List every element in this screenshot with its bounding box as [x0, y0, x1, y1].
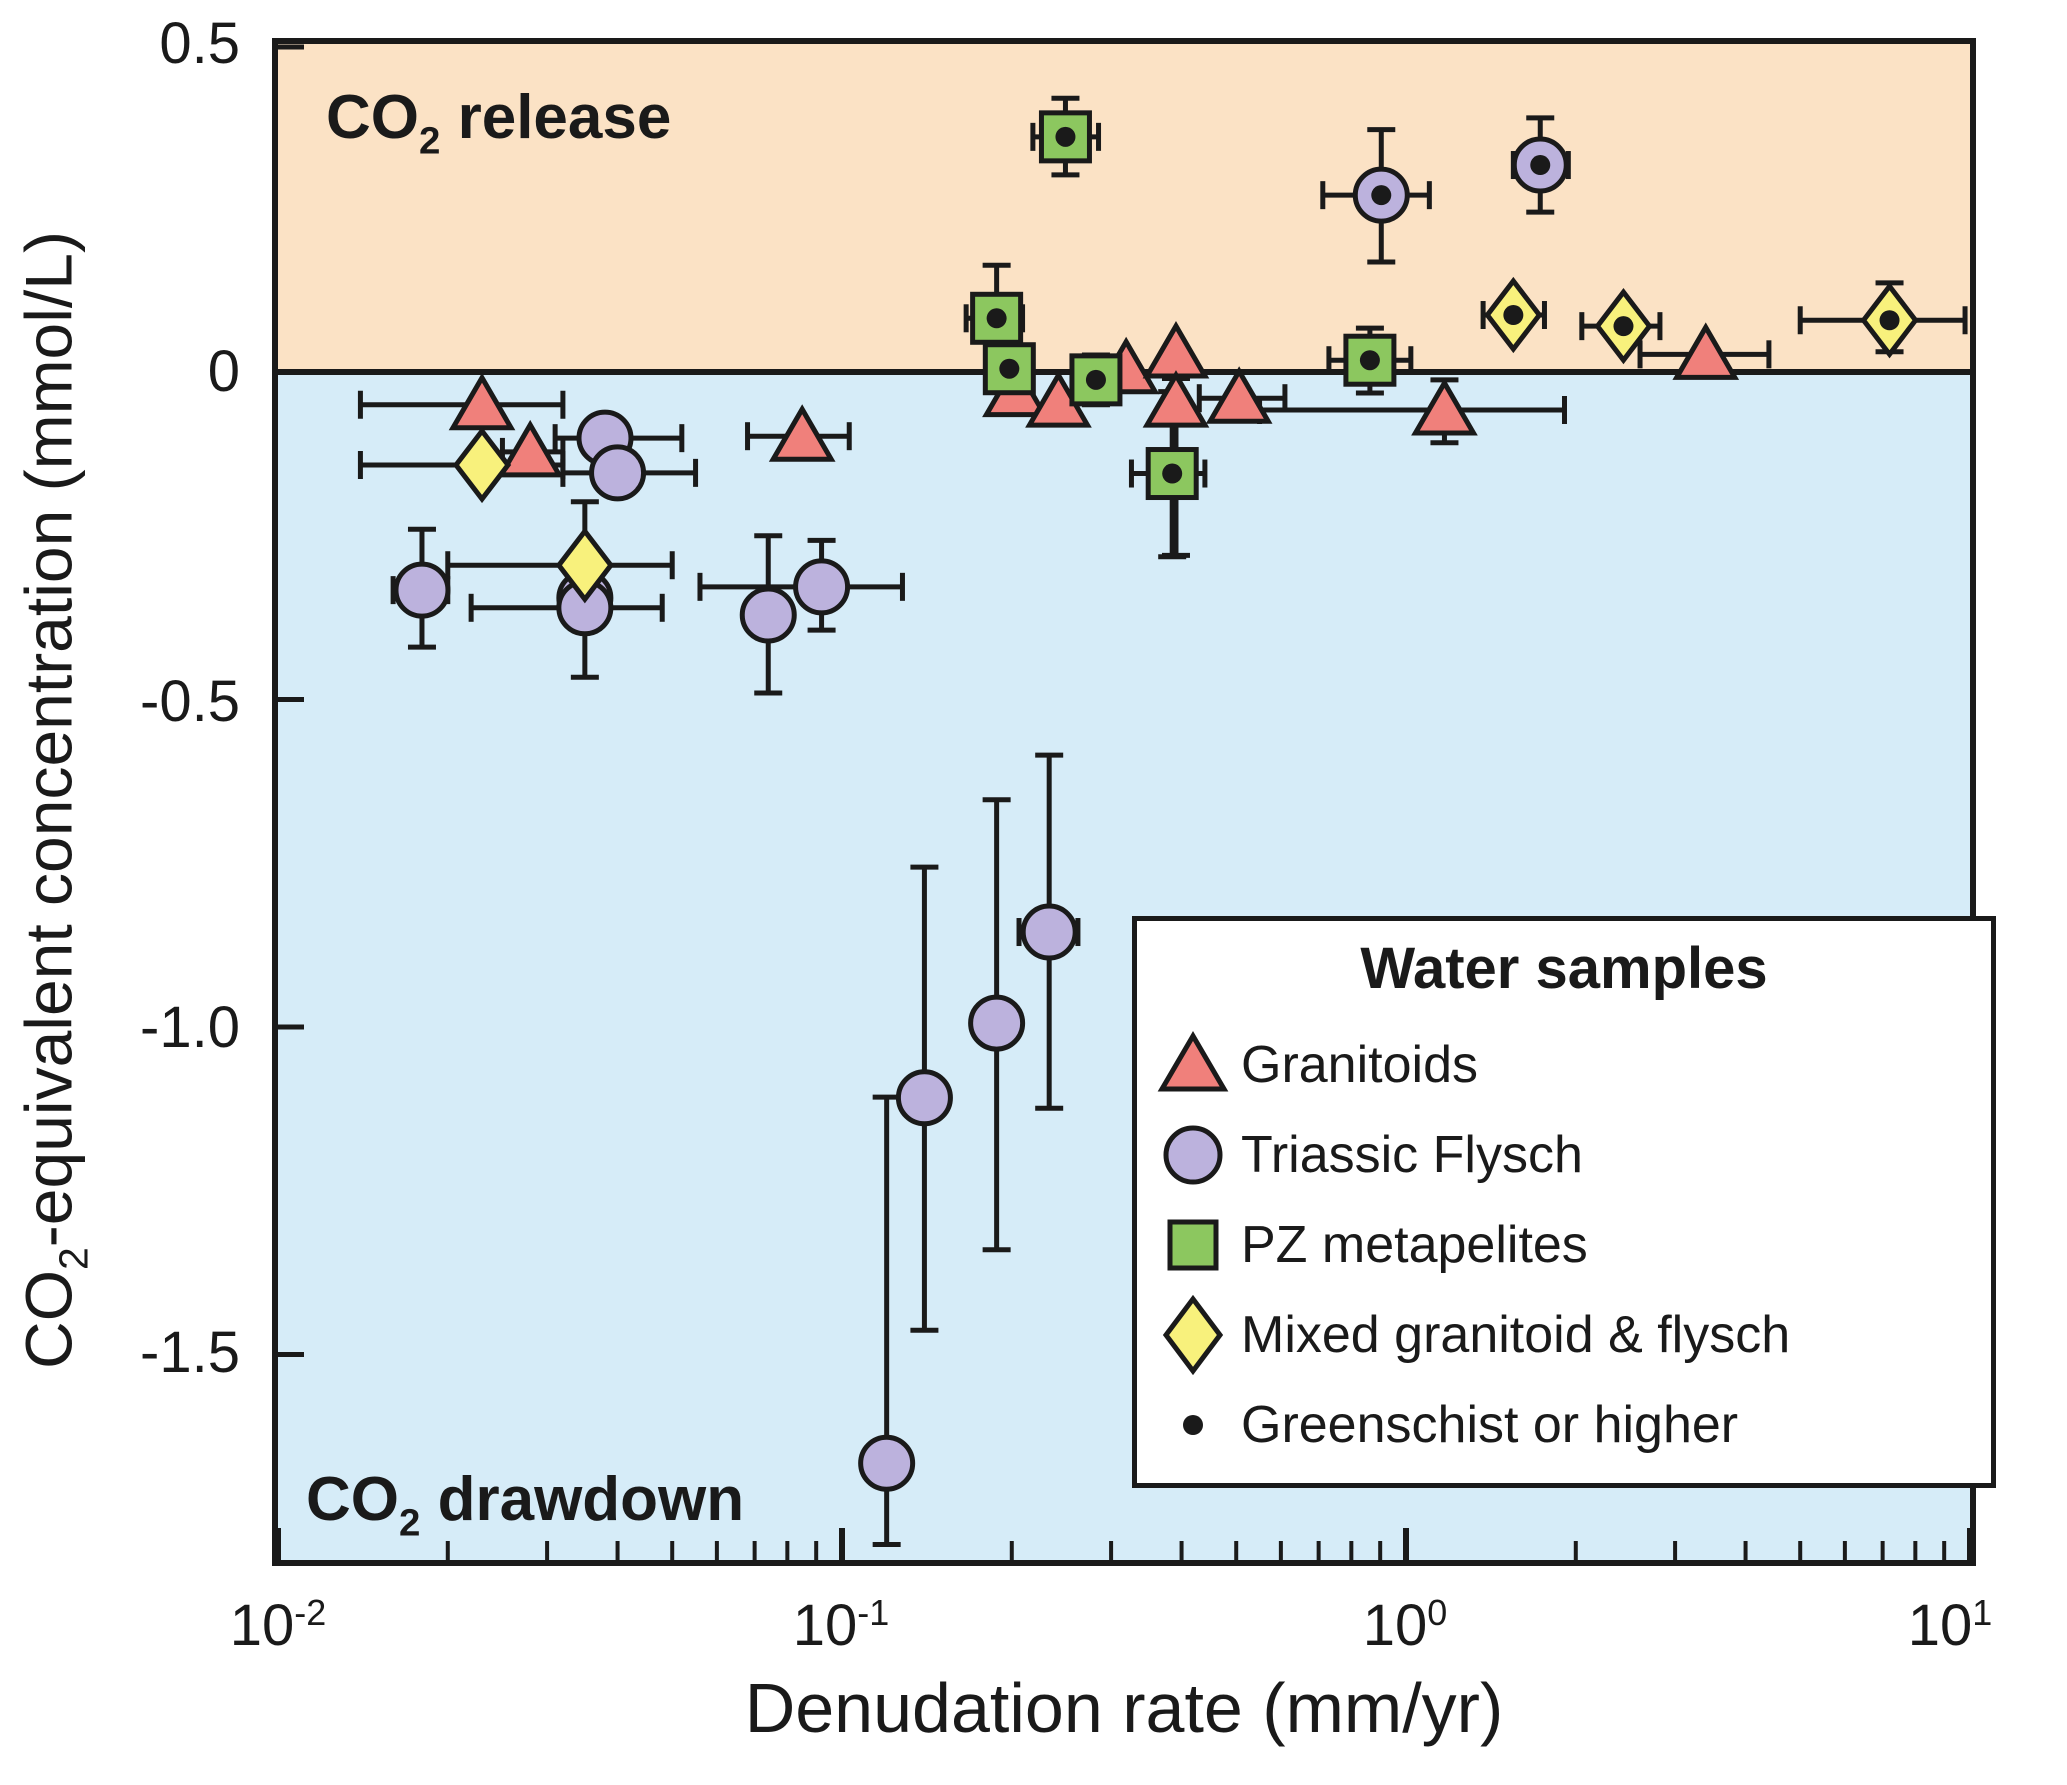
x-tick-label: 10-1: [792, 1592, 890, 1658]
x-axis-title: Denudation rate (mm/yr): [744, 1669, 1504, 1747]
y-tick-label: -0.5: [140, 669, 240, 734]
legend-item-label: PZ metapelites: [1241, 1216, 1588, 1274]
circle-icon: [1163, 1125, 1223, 1185]
y-tick-label: 0: [207, 339, 240, 404]
greenschist-dot: [1371, 185, 1392, 206]
greenschist-dot: [1162, 463, 1183, 484]
triangle-icon: [1157, 1031, 1229, 1092]
circle-marker: [968, 994, 1026, 1052]
triangle-marker: [1205, 366, 1273, 424]
greenschist-dot: [1879, 310, 1900, 331]
circle-marker: [589, 444, 647, 502]
greenschist-dot: [1359, 350, 1380, 371]
square-marker: [1069, 353, 1123, 407]
legend-item-label: Mixed granitoid & flysch: [1241, 1306, 1791, 1364]
circle-marker: [739, 586, 797, 644]
co2-drawdown-annotation: CO2 drawdown: [306, 1465, 745, 1545]
legend-box: Water samples Granitoids Triassic Flysch…: [1132, 916, 1996, 1488]
greenschist-dot: [999, 358, 1020, 379]
circle-marker: [393, 561, 451, 619]
legend-item-pz-metapelites: PZ metapelites: [1137, 1205, 1991, 1285]
x-tick-label: 10-2: [229, 1592, 327, 1658]
square-icon: [1167, 1219, 1219, 1271]
diamond-icon: [1162, 1295, 1224, 1375]
legend-item-granitoids: Granitoids: [1137, 1025, 1991, 1105]
legend-item-label: Triassic Flysch: [1241, 1126, 1583, 1184]
triangle-marker: [1411, 378, 1478, 436]
circle-marker: [793, 558, 851, 616]
diamond-marker: [555, 527, 615, 604]
dot-icon: [1183, 1415, 1203, 1435]
square-marker: [1145, 447, 1199, 501]
greenschist-dot: [1503, 305, 1524, 326]
circle-icon: [1163, 1125, 1223, 1185]
circle-marker: [895, 1069, 953, 1127]
legend-item-label: Greenschist or higher: [1241, 1396, 1739, 1454]
greenschist-dot: [1613, 316, 1634, 337]
legend-item-mixed: Mixed granitoid & flysch: [1137, 1295, 1991, 1375]
greenschist-dot: [1530, 155, 1551, 176]
co2-release-region: [278, 44, 1970, 372]
triangle-marker: [1672, 322, 1740, 380]
co2-release-annotation: CO2 release: [326, 83, 672, 163]
y-tick-label: -1.0: [140, 995, 240, 1060]
y-tick-label: 0.5: [159, 11, 240, 76]
dot-icon: [1183, 1415, 1203, 1435]
greenschist-dot: [1055, 126, 1076, 147]
legend-item-triassic-flysch: Triassic Flysch: [1137, 1115, 1991, 1195]
diamond-marker: [452, 426, 512, 504]
legend-title: Water samples: [1360, 936, 1768, 1001]
triangle-marker: [1142, 321, 1210, 379]
square-icon: [1167, 1219, 1219, 1271]
y-axis-title: CO2-equivalent concentration (mmol/L): [11, 231, 97, 1369]
circle-marker: [858, 1434, 916, 1492]
y-tick-label: -1.5: [140, 1320, 240, 1385]
triangle-marker: [496, 419, 564, 478]
plot-area: CO2 release CO2 drawdown: [272, 38, 1976, 1566]
chart-canvas: [278, 44, 1970, 1560]
triangle-icon: [1157, 1031, 1229, 1092]
greenschist-dot: [986, 308, 1007, 329]
diamond-icon: [1162, 1295, 1224, 1375]
greenschist-dot: [1085, 369, 1106, 390]
triangle-marker: [1142, 370, 1210, 428]
triangle-marker: [768, 404, 836, 462]
x-tick-label: 100: [1362, 1592, 1448, 1658]
legend-item-greenschist: Greenschist or higher: [1137, 1385, 1991, 1465]
x-tick-label: 101: [1907, 1592, 1993, 1658]
legend-item-label: Granitoids: [1241, 1036, 1478, 1094]
circle-marker: [1020, 903, 1078, 961]
